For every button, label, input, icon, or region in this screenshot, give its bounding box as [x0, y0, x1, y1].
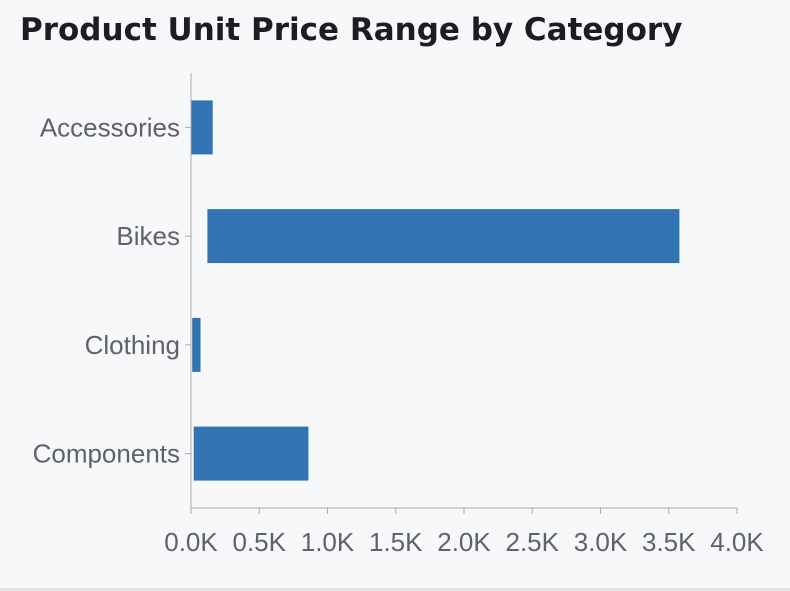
x-tick-label-3: 1.5K	[369, 527, 423, 557]
bottom-divider	[0, 588, 790, 591]
bars-layer	[191, 100, 680, 481]
x-tick-label-6: 3.0K	[574, 527, 628, 557]
y-tick-label-components: Components	[33, 439, 180, 469]
chart-title: Product Unit Price Range by Category	[20, 12, 683, 48]
y-tick-label-bikes: Bikes	[116, 221, 180, 251]
x-tick-label-1: 0.5K	[233, 527, 287, 557]
x-tick-label-5: 2.5K	[506, 527, 560, 557]
bar-accessories	[191, 100, 213, 155]
x-tick-label-4: 2.0K	[437, 527, 491, 557]
bar-bikes	[207, 209, 680, 264]
y-tick-label-accessories: Accessories	[40, 112, 180, 142]
bar-clothing	[192, 317, 201, 372]
bar-components	[193, 426, 309, 481]
x-tick-label-8: 4.0K	[710, 527, 764, 557]
axis-layer: Accessories Bikes Clothing Components 0.0K 0.…	[33, 73, 764, 557]
x-tick-label-7: 3.5K	[642, 527, 696, 557]
y-tick-label-clothing: Clothing	[85, 330, 180, 360]
x-tick-label-0: 0.0K	[164, 527, 218, 557]
x-tick-label-2: 1.0K	[301, 527, 355, 557]
